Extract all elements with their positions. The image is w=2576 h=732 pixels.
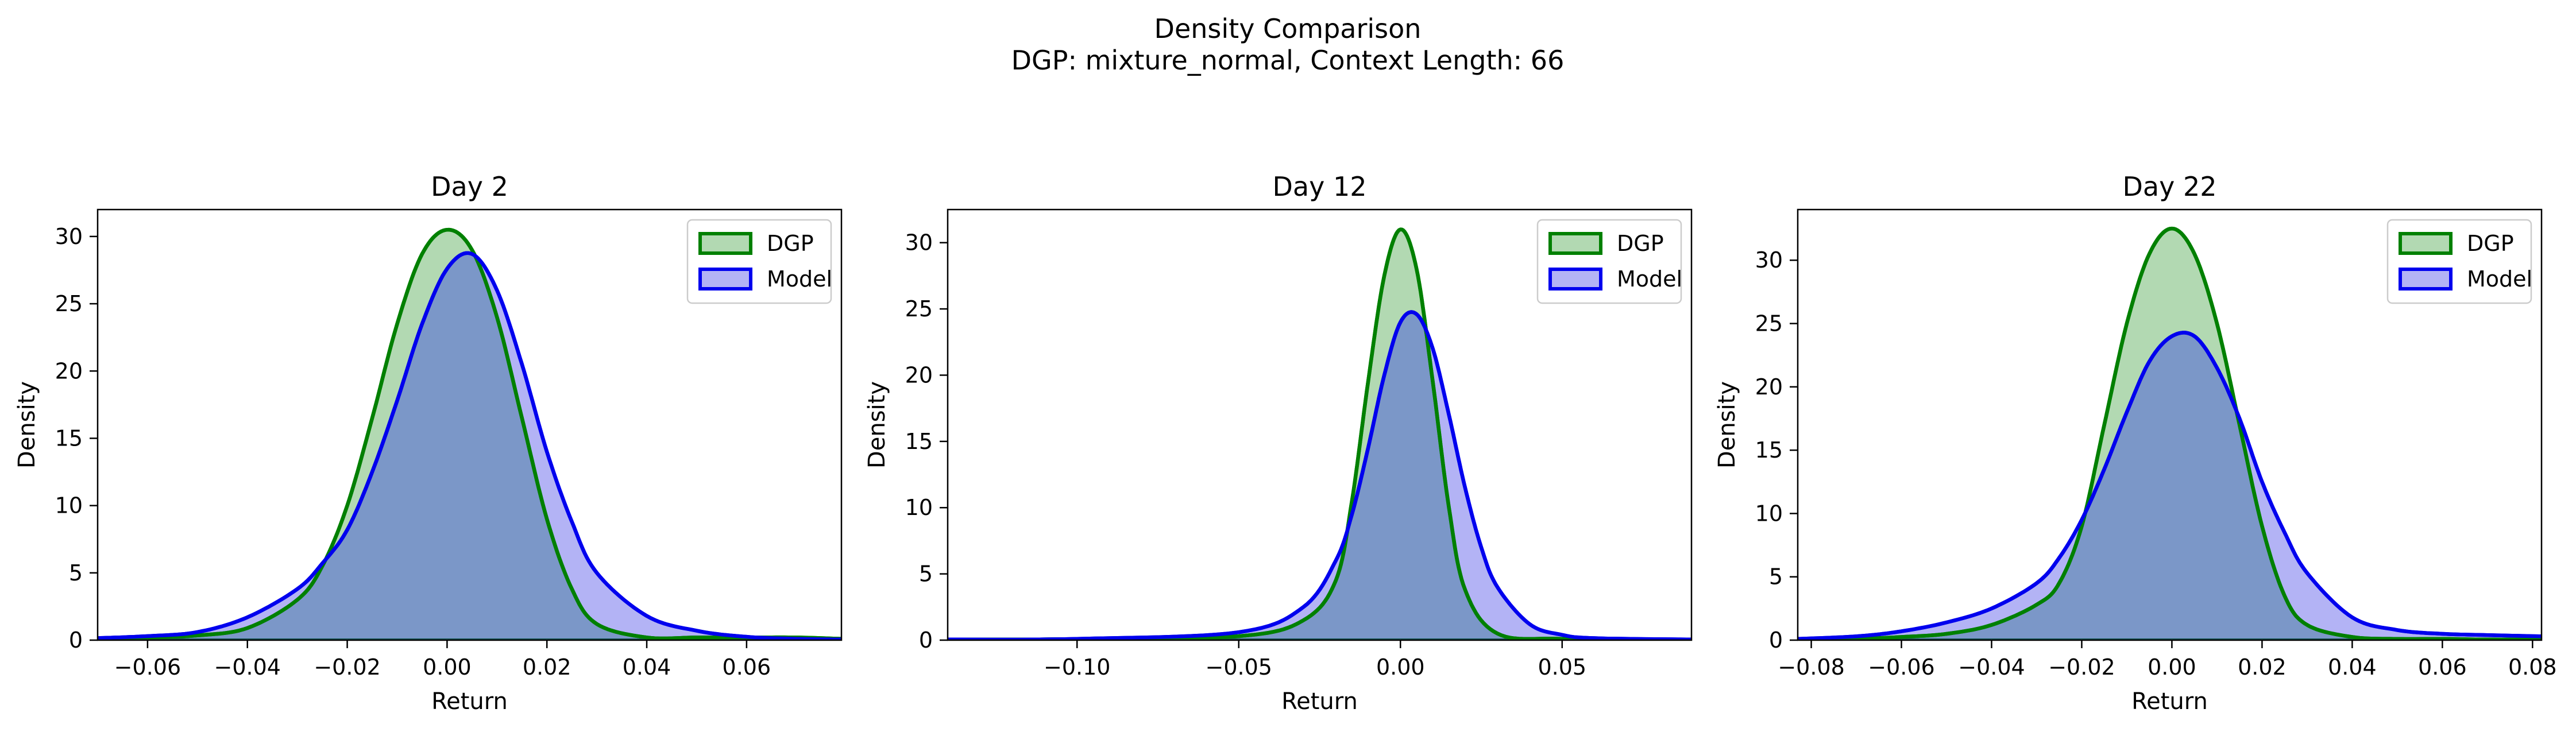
dgp-upper-line <box>98 227 841 640</box>
legend: DGP Model <box>1536 219 1682 304</box>
y-tick-label: 0 <box>919 628 933 653</box>
x-tick-label: −0.10 <box>1044 654 1110 680</box>
y-axis-label: Density <box>14 381 40 468</box>
x-tick-label: −0.06 <box>1868 654 1934 680</box>
y-tick-label: 10 <box>55 493 83 518</box>
y-tick-label: 0 <box>69 628 83 653</box>
legend-label-dgp: DGP <box>767 231 814 256</box>
legend: DGP Model <box>686 219 832 304</box>
x-tick-label: −0.04 <box>214 654 281 680</box>
x-tick-label: −0.08 <box>1778 654 1844 680</box>
x-tick-label: 0.00 <box>423 654 472 680</box>
y-tick-label: 30 <box>905 230 933 255</box>
x-tick-label: 0.02 <box>2238 654 2287 680</box>
x-tick-label: −0.04 <box>1958 654 2025 680</box>
y-tick-label: 25 <box>55 291 83 316</box>
legend-label-model: Model <box>767 266 832 292</box>
y-tick-label: 20 <box>905 362 933 388</box>
y-tick-label: 10 <box>905 495 933 520</box>
plot-area <box>1798 226 2542 640</box>
y-tick-label: 0 <box>1769 628 1783 653</box>
subplot-2: −0.10 −0.05 0.00 0.05 0 5 10 15 20 25 30 Day 12 Retu… <box>864 171 1693 715</box>
x-tick-label: 0.04 <box>2328 654 2377 680</box>
overlap-area <box>1798 331 2542 640</box>
y-tick-label: 20 <box>1755 374 1783 400</box>
y-tick-label: 5 <box>919 561 933 587</box>
legend-swatch-model <box>2399 268 2453 291</box>
subplot-1: −0.06 −0.04 −0.02 0.00 0.02 0.04 0.06 0 5 10 15 20 2… <box>14 171 843 715</box>
dgp-upper-line <box>1798 226 2542 640</box>
x-tick-label: −0.05 <box>1206 654 1272 680</box>
plot-area <box>948 227 1691 640</box>
model-upper-line <box>98 251 841 640</box>
x-tick-label: −0.06 <box>114 654 181 680</box>
axes-frame <box>1797 208 2543 641</box>
x-tick-label: −0.02 <box>2048 654 2115 680</box>
x-tick-label: 0.00 <box>1376 654 1425 680</box>
legend-label-dgp: DGP <box>2467 231 2514 256</box>
x-tick-label: 0.06 <box>2418 654 2467 680</box>
plot-area <box>98 227 841 640</box>
y-tick-label: 5 <box>69 560 83 586</box>
subplot-title: Day 12 <box>1273 171 1367 202</box>
x-tick-label: 0.04 <box>623 654 671 680</box>
y-tick-label: 25 <box>1755 311 1783 336</box>
legend-swatch-dgp <box>2399 232 2453 255</box>
dgp-upper-line <box>948 227 1691 640</box>
subplot-3: −0.08 −0.06 −0.04 −0.02 0.00 0.02 0.04 0.06 0.08… <box>1714 171 2557 715</box>
x-tick-label: 0.08 <box>2508 654 2557 680</box>
legend-swatch-dgp <box>1548 232 1602 255</box>
legend-swatch-model <box>1548 268 1602 291</box>
model-upper-line <box>1798 331 2542 640</box>
subplot-title: Day 2 <box>431 171 508 202</box>
x-tick-label: 0.00 <box>2148 654 2196 680</box>
y-axis-label: Density <box>1714 381 1740 468</box>
overlap-area <box>98 251 841 640</box>
figure-subtitle: DGP: mixture_normal, Context Length: 66 <box>1011 45 1565 76</box>
y-tick-label: 15 <box>905 429 933 454</box>
legend-swatch-dgp <box>698 232 752 255</box>
axes-frame <box>96 208 843 641</box>
legend: DGP Model <box>2386 219 2532 304</box>
x-axis-label: Return <box>431 688 508 715</box>
subplots: −0.06 −0.04 −0.02 0.00 0.02 0.04 0.06 0 5 10 15 20 2… <box>14 171 2557 715</box>
legend-label-model: Model <box>2467 266 2532 292</box>
y-tick-label: 25 <box>905 296 933 322</box>
x-tick-label: 0.06 <box>723 654 771 680</box>
model-upper-line <box>948 310 1691 640</box>
figure-title: Density Comparison <box>1154 13 1422 44</box>
legend-swatch-model <box>698 268 752 291</box>
y-tick-label: 20 <box>55 358 83 384</box>
x-tick-label: 0.05 <box>1538 654 1586 680</box>
legend-label-model: Model <box>1617 266 1682 292</box>
y-tick-label: 30 <box>55 224 83 249</box>
legend-label-dgp: DGP <box>1617 231 1664 256</box>
y-tick-label: 15 <box>1755 437 1783 463</box>
y-tick-label: 5 <box>1769 564 1783 590</box>
y-tick-label: 10 <box>1755 501 1783 526</box>
y-tick-label: 30 <box>1755 247 1783 273</box>
subplot-title: Day 22 <box>2123 171 2217 202</box>
x-tick-label: 0.02 <box>523 654 571 680</box>
y-axis-label: Density <box>864 381 890 468</box>
y-tick-label: 15 <box>55 425 83 451</box>
axes-frame <box>947 208 1693 641</box>
x-axis-label: Return <box>1281 688 1358 715</box>
x-axis-label: Return <box>2131 688 2208 715</box>
x-tick-label: −0.02 <box>314 654 380 680</box>
